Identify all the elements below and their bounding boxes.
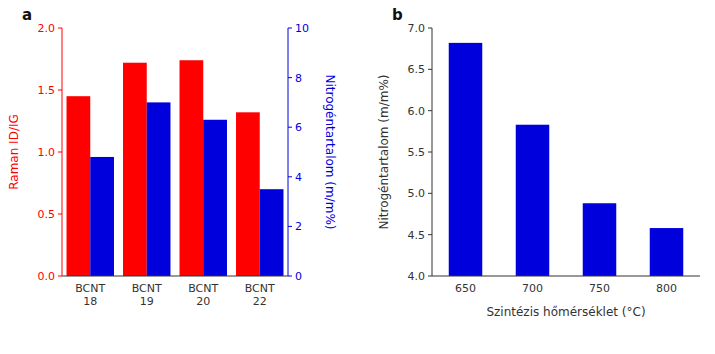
y-tick-label: 2.0 bbox=[38, 22, 56, 35]
y2-tick-label: 8 bbox=[295, 72, 302, 85]
x-tick-label-line: BCNT bbox=[188, 282, 218, 295]
bar bbox=[67, 96, 91, 276]
y-tick bbox=[428, 110, 432, 111]
x-tick-label: 700 bbox=[522, 282, 543, 295]
x-tick-label-line: 19 bbox=[140, 295, 154, 308]
y-tick bbox=[428, 234, 432, 235]
y-tick-label: 1.5 bbox=[38, 84, 56, 97]
y-tick bbox=[58, 152, 62, 153]
y-tick bbox=[58, 90, 62, 91]
x-tick-label-line: 650 bbox=[455, 282, 476, 295]
y-tick-label: 0.5 bbox=[38, 208, 56, 221]
bar bbox=[236, 112, 260, 276]
x-tick-label-line: BCNT bbox=[245, 282, 275, 295]
y2-tick-label: 0 bbox=[295, 270, 302, 283]
y-tick-label: 6.5 bbox=[408, 63, 426, 76]
panel-label: a bbox=[22, 6, 32, 24]
y-tick-label: 5.5 bbox=[408, 146, 426, 159]
marks bbox=[67, 60, 284, 276]
y-axis-label: Raman ID/IG bbox=[7, 114, 21, 190]
x-tick-label: BCNT19 bbox=[132, 282, 162, 308]
y2-tick bbox=[288, 226, 292, 227]
y-tick-label: 6.0 bbox=[408, 105, 426, 118]
bar bbox=[260, 189, 284, 276]
panel-label: b bbox=[392, 6, 403, 24]
y-tick-label: 4.0 bbox=[408, 270, 426, 283]
y-tick bbox=[428, 28, 432, 29]
bar bbox=[650, 228, 684, 276]
y-tick-label: 0.0 bbox=[38, 270, 56, 283]
y2-tick bbox=[288, 28, 292, 29]
x-tick-label: 650 bbox=[455, 282, 476, 295]
y2-tick bbox=[288, 276, 292, 277]
x-tick-label-line: BCNT bbox=[132, 282, 162, 295]
y-tick-label: 5.0 bbox=[408, 187, 426, 200]
x-tick-label: BCNT18 bbox=[75, 282, 105, 308]
x-tick-label-line: 22 bbox=[253, 295, 267, 308]
x-tick-label: BCNT20 bbox=[188, 282, 218, 308]
x-tick-label-line: 700 bbox=[522, 282, 543, 295]
y-tick bbox=[428, 152, 432, 153]
y-axis-label: Nitrogéntartalom (m/m%) bbox=[377, 74, 391, 229]
x-tick-label-line: 750 bbox=[589, 282, 610, 295]
panel: 0.00.51.01.52.00246810BCNT18BCNT19BCNT20… bbox=[7, 6, 337, 308]
y2-tick-label: 6 bbox=[295, 121, 302, 134]
x-tick-label-line: 800 bbox=[656, 282, 677, 295]
bar bbox=[180, 60, 204, 276]
y-tick-label: 1.0 bbox=[38, 146, 56, 159]
x-tick-label: 800 bbox=[656, 282, 677, 295]
y2-tick-label: 4 bbox=[295, 171, 302, 184]
y-tick-label: 7.0 bbox=[408, 22, 426, 35]
y-tick bbox=[428, 69, 432, 70]
bar bbox=[123, 63, 147, 276]
x-tick-label: BCNT22 bbox=[245, 282, 275, 308]
x-tick-label-line: 20 bbox=[196, 295, 210, 308]
x-axis-label: Szintézis hőmérséklet (°C) bbox=[486, 305, 645, 319]
y2-tick-label: 2 bbox=[295, 220, 302, 233]
y2-axis-label: Nitrogéntartalom (m/m%) bbox=[323, 74, 337, 229]
y-tick bbox=[428, 193, 432, 194]
y-tick bbox=[58, 28, 62, 29]
bar bbox=[147, 102, 171, 276]
x-axis-line bbox=[432, 276, 700, 277]
y2-tick bbox=[288, 77, 292, 78]
chart-root: 0.00.51.01.52.00246810BCNT18BCNT19BCNT20… bbox=[0, 0, 715, 354]
y-tick bbox=[428, 276, 432, 277]
y2-tick bbox=[288, 127, 292, 128]
x-tick-label-line: 18 bbox=[83, 295, 97, 308]
y-tick bbox=[58, 214, 62, 215]
bar bbox=[90, 157, 114, 276]
x-axis-line bbox=[62, 276, 288, 277]
bar bbox=[516, 125, 550, 276]
marks bbox=[449, 43, 684, 276]
y-tick-label: 4.5 bbox=[408, 229, 426, 242]
y2-tick-label: 10 bbox=[295, 22, 309, 35]
x-tick-label: 750 bbox=[589, 282, 610, 295]
bar bbox=[583, 203, 617, 276]
y2-axis-line bbox=[288, 28, 289, 276]
x-tick-label-line: BCNT bbox=[75, 282, 105, 295]
panel: 4.0 4.5 5.0 5.5 6.0 6.5 7.0 650 700 750 800 Nitrogé… bbox=[377, 6, 700, 354]
bar bbox=[449, 43, 483, 276]
y2-tick bbox=[288, 176, 292, 177]
y-tick bbox=[58, 276, 62, 277]
bar bbox=[203, 120, 227, 276]
